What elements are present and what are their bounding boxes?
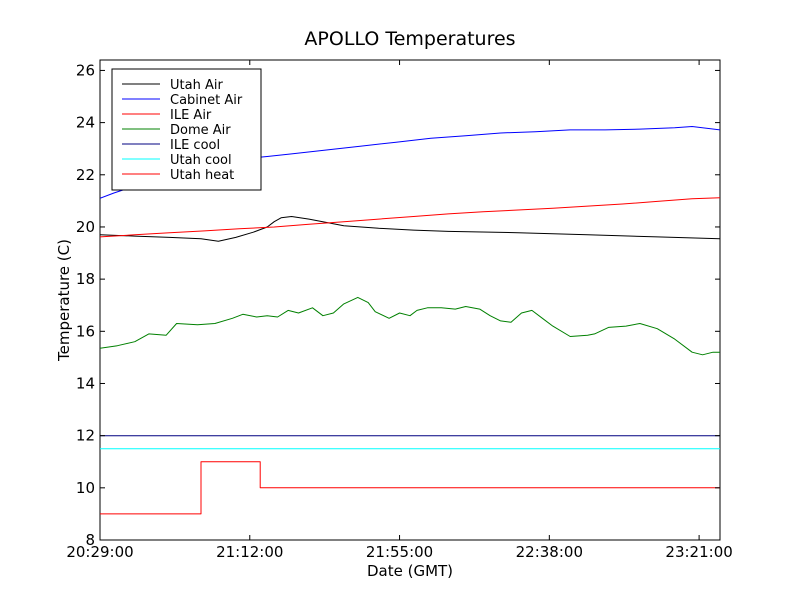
x-tick-label: 20:29:00	[66, 543, 133, 561]
y-tick-label: 18	[76, 270, 95, 288]
series-line-utah-heat	[100, 461, 720, 515]
legend-label: Utah heat	[170, 168, 234, 183]
legend-label: Dome Air	[170, 123, 231, 138]
legend-label: ILE Air	[170, 108, 212, 123]
y-tick-label: 8	[85, 531, 95, 549]
y-tick-label: 26	[76, 61, 95, 79]
tick-layer: 20:29:00 21:12:00 21:55:00 22:38:00 23:21:00…	[66, 60, 733, 561]
y-tick-label: 20	[76, 218, 95, 236]
series-line-dome-air	[100, 296, 720, 356]
x-tick-label: 21:55:00	[366, 543, 433, 561]
y-tick-label: 16	[76, 322, 95, 340]
y-axis-label: Temperature (C)	[55, 239, 73, 362]
x-tick-label: 23:21:00	[665, 543, 732, 561]
x-tick-label: 22:38:00	[516, 543, 583, 561]
y-tick-label: 22	[76, 166, 95, 184]
y-tick-label: 12	[76, 427, 95, 445]
legend-label: Utah cool	[170, 153, 232, 168]
y-tick-label: 14	[76, 374, 95, 392]
y-tick-label: 24	[76, 114, 95, 132]
x-tick-label: 21:12:00	[216, 543, 283, 561]
chart-title: APOLLO Temperatures	[304, 28, 515, 50]
x-axis-label: Date (GMT)	[367, 562, 453, 580]
series-line-utah-air	[100, 216, 720, 242]
legend-label: Cabinet Air	[170, 93, 243, 108]
series-line-ile-air	[100, 197, 720, 238]
legend-label: Utah Air	[170, 78, 223, 93]
legend-label: ILE cool	[170, 138, 220, 153]
y-tick-label: 10	[76, 479, 95, 497]
